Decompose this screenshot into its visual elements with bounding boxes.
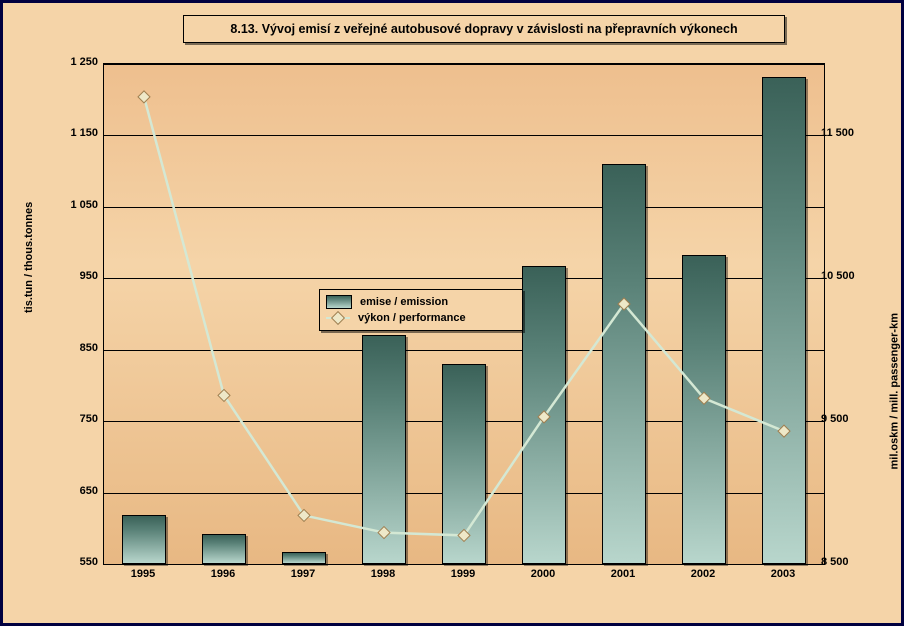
gridline: [104, 564, 824, 565]
y2-tick-label: 9 500: [821, 413, 871, 425]
y1-axis-label: tis.tun / thous.tonnes: [23, 202, 35, 313]
legend-entry-line: výkon / performance: [326, 310, 516, 326]
diamond-line-icon: [326, 312, 350, 324]
y1-tick-label: 750: [48, 413, 98, 425]
legend-label: výkon / performance: [358, 312, 466, 324]
x-tick-label: 2002: [673, 568, 733, 580]
y2-tick-label: 8 500: [821, 556, 871, 568]
y2-tick-label: 10 500: [821, 270, 871, 282]
y1-tick-label: 1 250: [48, 56, 98, 68]
legend-label: emise / emission: [360, 296, 448, 308]
x-tick-label: 1998: [353, 568, 413, 580]
x-tick-label: 1995: [113, 568, 173, 580]
y1-tick-label: 1 050: [48, 199, 98, 211]
x-tick-label: 2001: [593, 568, 653, 580]
legend-entry-bar: emise / emission: [326, 294, 516, 310]
y2-axis-label: mil.oskm / mill. passenger-km: [889, 313, 901, 470]
bar-swatch-icon: [326, 295, 352, 309]
legend: emise / emission výkon / performance: [319, 289, 523, 331]
x-tick-label: 1999: [433, 568, 493, 580]
x-tick-label: 2003: [753, 568, 813, 580]
x-tick-label: 1996: [193, 568, 253, 580]
y1-tick-label: 950: [48, 270, 98, 282]
y1-tick-label: 650: [48, 485, 98, 497]
diamond-marker-icon: [378, 527, 390, 539]
x-tick-label: 1997: [273, 568, 333, 580]
y2-tick-label: 11 500: [821, 127, 871, 139]
y1-tick-label: 550: [48, 556, 98, 568]
y1-tick-label: 1 150: [48, 127, 98, 139]
chart-title: 8.13. Vývoj emisí z veřejné autobusové d…: [183, 15, 785, 43]
y1-tick-label: 850: [48, 342, 98, 354]
chart-frame: 8.13. Vývoj emisí z veřejné autobusové d…: [0, 0, 904, 626]
plot-area: emise / emission výkon / performance: [103, 63, 825, 565]
x-tick-label: 2000: [513, 568, 573, 580]
diamond-marker-icon: [778, 425, 790, 437]
diamond-marker-icon: [138, 91, 150, 103]
